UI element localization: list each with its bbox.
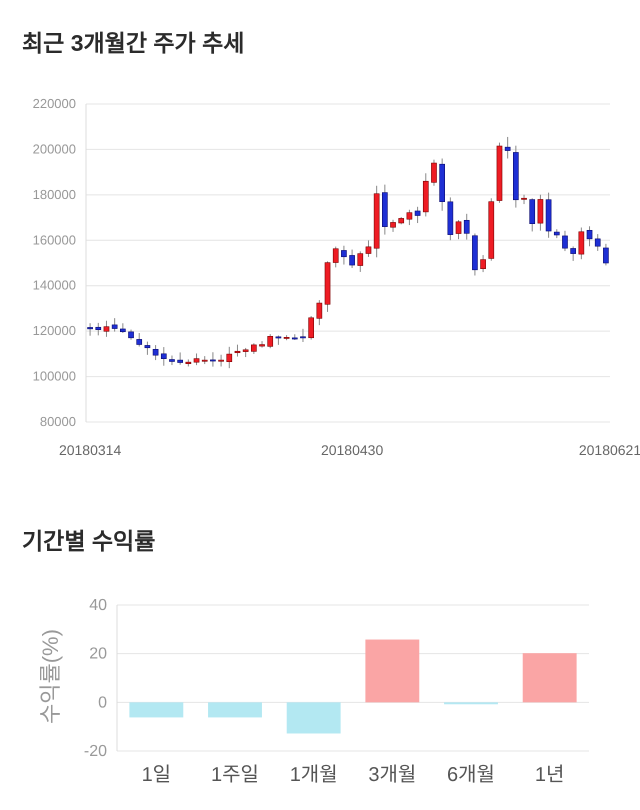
svg-text:120000: 120000 — [33, 323, 76, 338]
svg-text:20180430: 20180430 — [321, 442, 384, 458]
svg-text:100000: 100000 — [33, 369, 76, 384]
svg-text:40: 40 — [89, 597, 107, 614]
svg-text:180000: 180000 — [33, 187, 76, 202]
svg-text:160000: 160000 — [33, 232, 76, 247]
svg-text:3개월: 3개월 — [368, 764, 416, 786]
svg-text:20180621: 20180621 — [579, 442, 640, 458]
svg-text:-20: -20 — [84, 743, 107, 760]
svg-text:6개월: 6개월 — [447, 764, 495, 786]
svg-text:1개월: 1개월 — [290, 764, 338, 786]
svg-text:1주일: 1주일 — [211, 764, 259, 786]
svg-text:0: 0 — [98, 694, 107, 711]
svg-text:1년: 1년 — [535, 764, 565, 786]
svg-text:20180314: 20180314 — [59, 442, 122, 458]
svg-text:80000: 80000 — [40, 414, 76, 429]
svg-text:1일: 1일 — [142, 764, 172, 786]
svg-text:220000: 220000 — [33, 96, 76, 111]
svg-text:140000: 140000 — [33, 278, 76, 293]
svg-text:20: 20 — [89, 646, 107, 663]
svg-text:200000: 200000 — [33, 141, 76, 156]
